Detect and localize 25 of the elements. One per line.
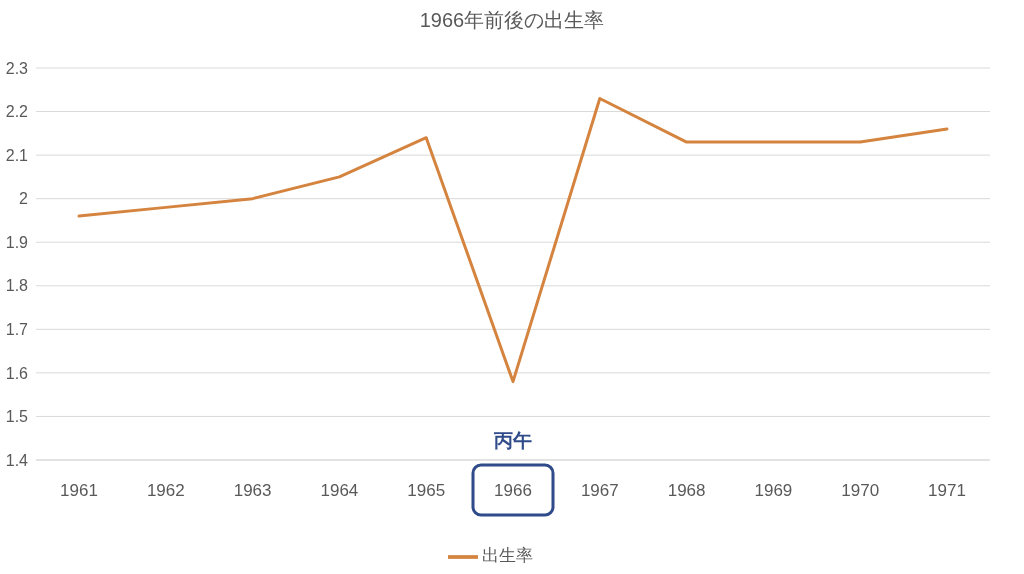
x-tick-label: 1962	[146, 481, 185, 500]
x-tick-label: 1970	[841, 481, 880, 500]
x-tick-label: 1968	[667, 481, 706, 500]
x-tick-label: 1967	[580, 481, 619, 500]
annotation: 丙午	[493, 430, 532, 451]
y-tick-label: 2.1	[5, 146, 29, 164]
chart-title: 1966年前後の出生率	[418, 8, 606, 33]
line-series	[77, 96, 949, 384]
y-tick-label: 2.2	[5, 103, 29, 121]
x-tick-label: 1966	[494, 481, 532, 500]
x-tick-label: 1964	[320, 481, 359, 500]
y-tick-label: 1.5	[5, 408, 29, 426]
y-tick-label: 2	[19, 190, 29, 208]
y-tick-label: 1.8	[5, 277, 29, 295]
x-tick-label: 1969	[754, 481, 793, 500]
legend-label: 出生率	[481, 546, 533, 566]
x-tick-label: 1961	[60, 481, 98, 500]
y-tick-label: 1.9	[5, 233, 29, 251]
x-tick-label: 1971	[928, 481, 966, 500]
y-tick-label: 1.4	[5, 451, 29, 469]
y-tick-label: 2.3	[5, 59, 29, 77]
x-tick-label: 1963	[233, 481, 272, 500]
y-tick-label: 1.7	[5, 321, 29, 339]
x-tick-label: 1965	[407, 481, 446, 500]
y-tick-label: 1.6	[5, 364, 29, 382]
